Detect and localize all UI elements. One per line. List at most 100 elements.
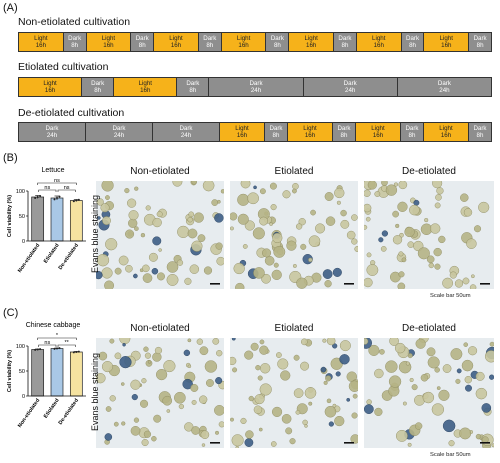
protoplast-cell — [388, 375, 402, 388]
y-axis-label: Cell viability (%) — [7, 195, 13, 237]
protoplast-cell — [475, 433, 482, 440]
timeline-etiolated: Light 16h Dark 8h Light 16h Dark 8h Dark 24h Dark 2… — [18, 77, 492, 97]
segment-label: Dark — [45, 125, 59, 132]
protoplast-cell — [212, 338, 220, 345]
x-tick-label: Etiolated — [43, 398, 61, 420]
segment-duration: 8h — [94, 87, 102, 94]
scale-note-b: Scale bar 50um — [430, 293, 471, 299]
x-tick-label: Etiolated — [43, 243, 61, 265]
protoplast-cell — [322, 338, 327, 343]
column-header-de-etiolated-c: De-etiolated — [402, 323, 456, 334]
segment-label: Light — [303, 125, 317, 132]
segment-duration: 16h — [306, 42, 317, 49]
significance-label: ns — [54, 178, 60, 184]
dark-period-segment: Dark 24h — [303, 78, 398, 96]
protoplast-cell — [233, 262, 245, 275]
protoplast-cell — [101, 361, 114, 373]
protoplast-cell — [334, 187, 345, 199]
protoplast-cell — [280, 370, 291, 381]
stained-cell — [131, 393, 138, 401]
significance-label: ns — [64, 185, 70, 191]
protoplast-cell — [252, 227, 265, 240]
protoplast-cell — [434, 263, 441, 270]
light-period-segment: Light 16h — [221, 33, 267, 51]
micrograph-image — [96, 181, 224, 289]
protoplast-cell — [272, 232, 283, 244]
scale-bar — [210, 283, 220, 285]
protoplast-cell — [254, 394, 265, 405]
protoplast-cell — [232, 367, 238, 373]
dark-period-segment: Dark 8h — [401, 33, 425, 51]
protoplast-cell — [449, 271, 457, 279]
protoplast-cell — [196, 338, 204, 345]
light-period-segment: Light 16h — [288, 123, 333, 141]
protoplast-cell — [315, 223, 326, 234]
timeline-non-etiolated: Light 16h Dark 8h Light 16h Dark 8h Light 16h Dark… — [18, 32, 492, 52]
protoplast-cell — [142, 273, 153, 283]
protoplast-cell — [351, 412, 358, 419]
segment-duration: 24h — [180, 132, 192, 139]
column-header-etiolated-c: Etiolated — [274, 323, 314, 334]
segment-label: Dark — [269, 125, 283, 132]
protoplast-cell — [200, 430, 210, 440]
protoplast-cell — [433, 247, 442, 257]
stained-cell — [215, 377, 223, 385]
protoplast-cell — [270, 441, 277, 447]
protoplast-cell — [109, 338, 115, 344]
segment-duration: 8h — [408, 132, 416, 139]
segment-label: Light — [439, 35, 454, 42]
sample-point — [75, 351, 78, 353]
segment-label: Light — [34, 35, 48, 42]
protoplast-cell — [199, 346, 209, 356]
protoplast-cell — [244, 220, 255, 231]
protoplast-cell — [350, 434, 358, 444]
x-tick-label: Non-etiolated — [17, 398, 41, 429]
protoplast-cell — [230, 356, 237, 366]
protoplast-cell — [96, 253, 110, 267]
dark-period-segment: Dark 8h — [469, 33, 492, 51]
y-tick-label: 100 — [16, 189, 25, 195]
protoplast-cell — [438, 389, 450, 401]
protoplast-cell — [101, 181, 114, 192]
segment-label: Light — [169, 35, 183, 42]
protoplast-cell — [230, 212, 238, 221]
significance-bracket — [57, 344, 76, 347]
protoplast-cell — [326, 338, 336, 346]
protoplast-cell — [125, 264, 133, 273]
chart-title: Chinese cabbage — [26, 322, 81, 329]
protoplast-cell — [381, 181, 388, 186]
protoplast-cell — [380, 245, 387, 252]
protoplast-cell — [235, 445, 239, 448]
protoplast-cell — [261, 273, 271, 284]
light-period-segment: Light 16h — [424, 33, 470, 51]
segment-duration: 24h — [113, 132, 125, 139]
protoplast-cell — [109, 395, 116, 402]
protoplast-cell — [216, 350, 223, 357]
segment-label: Dark — [135, 35, 149, 42]
micrograph-image — [230, 338, 358, 448]
protoplast-cell — [184, 277, 192, 285]
protoplast-cell — [177, 225, 190, 239]
protoplast-cell — [351, 238, 358, 245]
protoplast-cell — [230, 417, 234, 422]
light-period-segment: Light 16h — [19, 78, 83, 96]
protoplast-cell — [142, 264, 150, 273]
segment-label: Light — [236, 35, 251, 42]
segment-duration: 8h — [476, 42, 484, 49]
protoplast-cell — [308, 235, 321, 247]
stained-cell — [151, 267, 159, 275]
sample-point — [56, 347, 58, 350]
protoplast-cell — [366, 399, 372, 405]
protoplast-cell — [269, 182, 277, 190]
scale-bar — [344, 283, 354, 285]
micrograph-lettuce-etiolated — [230, 181, 358, 289]
protoplast-cell — [397, 201, 408, 212]
protoplast-cell — [143, 346, 149, 352]
protoplast-cell — [364, 224, 368, 230]
segment-label: Dark — [405, 125, 419, 132]
sample-point — [58, 195, 61, 198]
protoplast-cell — [346, 230, 356, 240]
protoplast-cell — [469, 284, 477, 289]
protoplast-cell — [257, 375, 263, 381]
stained-cell — [413, 199, 420, 206]
